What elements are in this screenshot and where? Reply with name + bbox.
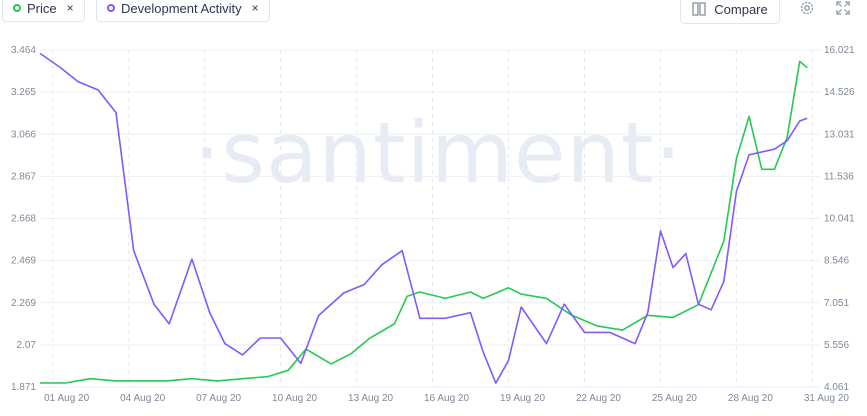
left-tick-label: 2.269 (11, 298, 36, 309)
x-tick-label: 19 Aug 20 (500, 393, 545, 404)
close-icon[interactable]: × (66, 1, 74, 15)
left-tick-label: 1.871 (11, 382, 36, 393)
x-tick-label: 07 Aug 20 (196, 393, 241, 404)
left-tick-label: 3.066 (11, 129, 36, 140)
left-tick-label: 2.668 (11, 214, 36, 225)
legend-chip-development-activity[interactable]: Development Activity × (96, 0, 270, 22)
close-icon[interactable]: × (251, 1, 259, 15)
compare-label: Compare (714, 1, 768, 17)
gear-icon[interactable] (799, 0, 815, 16)
price-dot-icon (13, 4, 21, 12)
right-tick-label: 10.041 (824, 214, 855, 225)
x-axis: 01 Aug 20 04 Aug 20 07 Aug 20 10 Aug 20 13 A… (44, 393, 849, 404)
right-tick-label: 4.061 (824, 382, 849, 393)
fullscreen-icon[interactable] (835, 0, 851, 16)
left-axis: 3.464 3.265 3.066 2.867 2.668 2.469 2.269 2.07 1… (11, 45, 36, 393)
legend-chip-label: Price (27, 0, 57, 16)
legend-chip-label: Development Activity (121, 0, 242, 16)
compare-button[interactable]: Compare (680, 0, 780, 24)
left-tick-label: 3.265 (11, 87, 36, 98)
x-tick-label: 22 Aug 20 (576, 393, 621, 404)
x-tick-label: 10 Aug 20 (272, 393, 317, 404)
left-tick-label: 2.867 (11, 171, 36, 182)
right-tick-label: 16.021 (824, 45, 855, 56)
right-tick-label: 13.031 (824, 129, 855, 140)
left-tick-label: 3.464 (11, 45, 36, 56)
left-tick-label: 2.07 (17, 340, 37, 351)
right-tick-label: 8.546 (824, 256, 849, 267)
left-tick-label: 2.469 (11, 256, 36, 267)
right-tick-label: 11.536 (824, 171, 854, 182)
x-tick-label: 28 Aug 20 (728, 393, 773, 404)
x-tick-label: 25 Aug 20 (652, 393, 697, 404)
x-tick-label: 04 Aug 20 (120, 393, 165, 404)
right-axis: 16.021 14.526 13.031 11.536 10.041 8.546 7.051… (824, 45, 855, 393)
right-tick-label: 7.051 (824, 298, 849, 309)
x-tick-label: 13 Aug 20 (348, 393, 393, 404)
x-tick-label: 16 Aug 20 (424, 393, 469, 404)
chart-series (39, 52, 808, 384)
chart-grid (40, 49, 820, 388)
santiment-watermark: ·santiment· (194, 104, 683, 202)
right-tick-label: 14.526 (824, 87, 855, 98)
right-tick-label: 5.556 (824, 340, 849, 351)
compare-icon (692, 2, 706, 16)
dev-activity-dot-icon (107, 4, 115, 12)
legend-chip-price[interactable]: Price × (2, 0, 85, 22)
series-line-development-activity (39, 52, 808, 384)
x-tick-label: 31 Aug 20 (804, 393, 849, 404)
series-line-price (40, 60, 808, 384)
x-tick-label: 01 Aug 20 (44, 393, 89, 404)
